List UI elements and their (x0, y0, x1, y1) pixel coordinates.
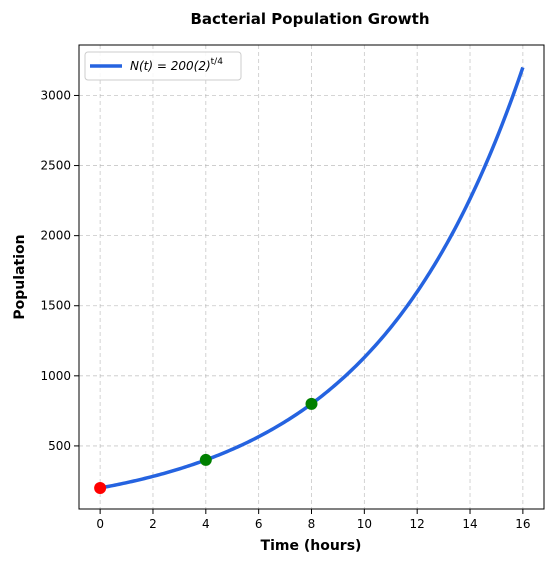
points-layer (94, 397, 318, 494)
data-point (94, 481, 107, 494)
legend-label-main: N(t) = 200(2) (130, 59, 211, 73)
x-tick-label: 10 (357, 517, 372, 531)
x-axis: 0 2 4 6 8 10 12 14 16 (96, 509, 531, 531)
y-tick-label: 2000 (40, 229, 71, 243)
x-tick-label: 12 (410, 517, 425, 531)
x-tick-label: 14 (462, 517, 477, 531)
x-tick-label: 0 (96, 517, 104, 531)
y-tick-label: 500 (48, 439, 71, 453)
x-tick-label: 4 (202, 517, 210, 531)
legend-box (84, 51, 242, 81)
legend-label: N(t) = 200(2)t/4 (130, 57, 223, 73)
x-tick-label: 16 (515, 517, 530, 531)
x-tick-label: 2 (149, 517, 157, 531)
y-tick-label: 1000 (40, 369, 71, 383)
x-tick-label: 6 (255, 517, 263, 531)
chart-title: Bacterial Population Growth (190, 10, 429, 28)
x-tick-label: 8 (308, 517, 316, 531)
y-axis-label: Population (12, 234, 28, 319)
x-axis-label: Time (hours) (261, 538, 362, 554)
data-point (199, 453, 212, 466)
data-point (305, 397, 318, 410)
y-axis: 500 1000 1500 2000 2500 3000 (40, 88, 79, 453)
legend-label-exponent: t/4 (211, 57, 224, 67)
y-tick-label: 2500 (40, 159, 71, 173)
legend: N(t) = 200(2)t/4 (84, 51, 242, 81)
y-tick-label: 1500 (40, 299, 71, 313)
grid (79, 45, 544, 509)
y-tick-label: 3000 (40, 88, 71, 102)
